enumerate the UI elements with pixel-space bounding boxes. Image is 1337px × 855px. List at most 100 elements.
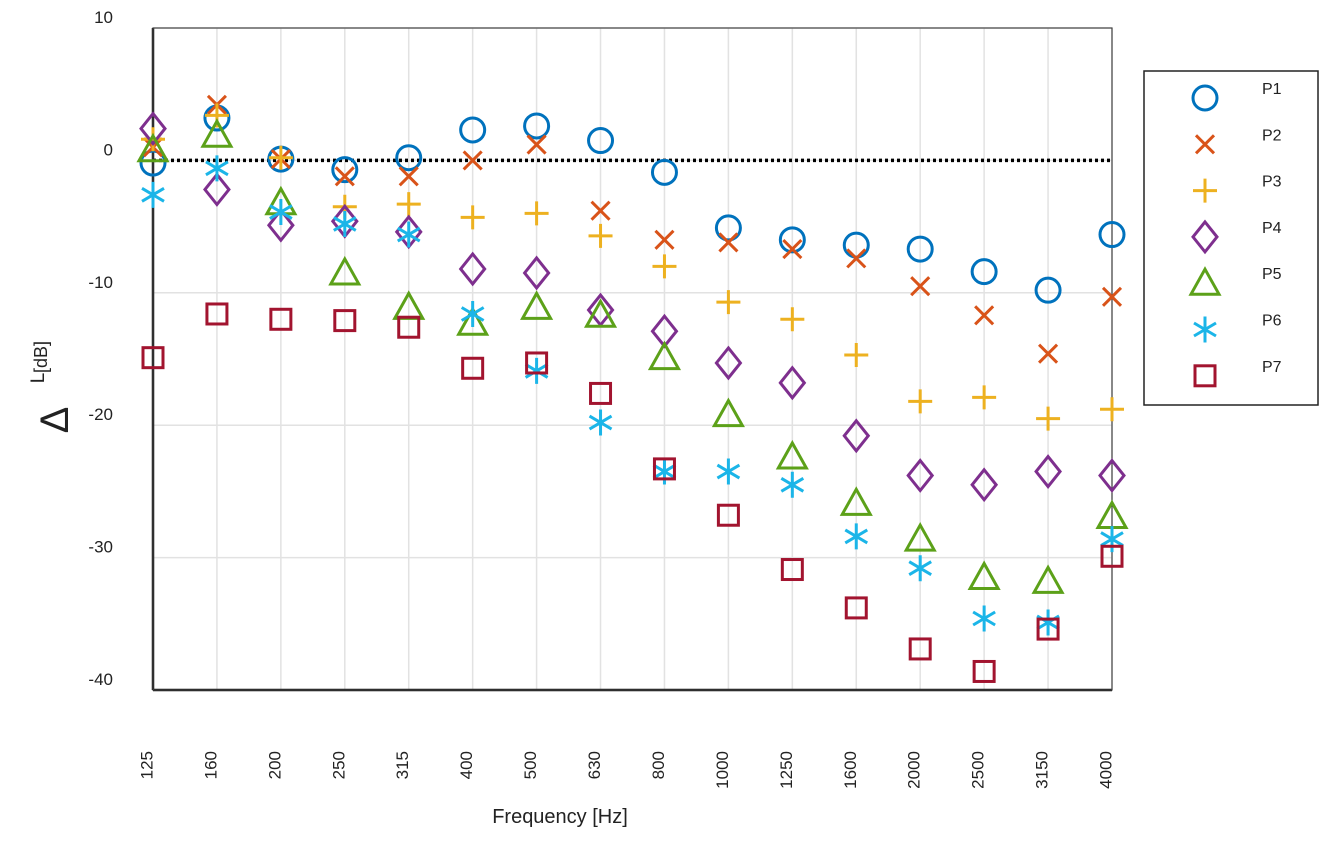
data-point [141,181,165,208]
y-axis-label: Δ L [dB] [28,341,77,433]
data-point [136,132,170,163]
x-tick-label: 1000 [713,751,732,789]
data-point [526,134,547,155]
data-point [910,276,931,297]
x-tick-label: 630 [585,751,604,779]
legend-box [1143,70,1319,406]
x-tick-labels: 125 160 200 250 315 400 500 630 800 1000 1250 1600 2… [137,751,1115,789]
data-point [587,127,615,155]
plot-frame [152,27,1113,691]
legend-label: P1 [1262,81,1282,98]
x-tick-label: 2000 [905,751,924,789]
data-point [906,458,935,493]
data-point [269,307,293,331]
y-tick-label: 0 [104,140,113,159]
data-point [333,210,357,237]
x-tick-label: 800 [649,751,668,779]
data-point [459,116,487,144]
x-axis-label: Frequency [Hz] [492,806,628,828]
data-point [1031,564,1065,594]
legend: P1 P2 P3 P4 P5 P6 P7 [1143,70,1319,406]
series-p6 [141,155,1124,636]
data-point [1036,617,1060,641]
x-tick-label: 3150 [1033,751,1052,789]
data-point [716,503,740,527]
data-point [1036,609,1060,636]
legend-label: P4 [1262,220,1282,237]
data-point [331,156,359,184]
y-tick-label: -20 [88,405,113,424]
data-point [782,239,803,260]
data-point [650,158,678,186]
series-p4 [139,111,1126,503]
y-axis-label-superscript: L [28,373,49,384]
x-tick-label: 160 [201,751,220,779]
data-point [1100,397,1124,422]
legend-label: P2 [1262,127,1282,144]
data-point [520,290,554,320]
data-point [583,298,618,328]
legend-label: P5 [1262,266,1282,283]
data-point [205,155,229,182]
data-point [908,555,932,582]
series-p5 [136,118,1129,594]
legend-marker [1188,266,1222,296]
data-point [1100,544,1124,568]
data-point [456,306,490,336]
data-point [141,127,165,152]
data-point [524,201,549,226]
x-tick-label: 1600 [841,751,860,789]
data-point [1034,276,1062,304]
legend-marker [1193,178,1217,203]
data-point [458,251,487,287]
data-point [714,214,742,242]
data-point [972,605,996,632]
data-point [590,200,611,221]
data-point [589,381,613,405]
y-tick-labels: 10 0 -10 -20 -30 -40 [88,8,113,689]
data-point [780,471,805,498]
x-tick-label: 315 [393,751,412,779]
data-point [396,221,421,248]
legend-marker [1191,84,1219,112]
data-point [844,343,869,368]
legend-label: P7 [1262,359,1282,376]
data-point [780,307,805,332]
series-p2 [142,94,1123,364]
data-point [395,144,423,172]
data-point [716,290,741,315]
x-tick-label: 125 [137,751,156,779]
data-point [141,346,165,370]
data-point [970,258,998,286]
data-point [652,457,676,481]
data-point [139,111,167,147]
data-point [588,409,613,436]
data-point [711,397,745,428]
data-point [908,389,933,414]
legend-marker [1193,364,1217,388]
data-point [716,458,741,485]
data-point [1038,343,1059,364]
data-point [974,305,995,326]
legend-marker [1193,316,1217,343]
data-point [522,255,551,291]
data-point [461,356,485,380]
data-point [1100,526,1124,553]
legend-label: P3 [1262,174,1282,191]
data-point [1034,454,1062,489]
data-point [396,192,421,217]
data-point [398,166,419,187]
data-point [780,558,804,582]
data-point [970,467,999,503]
data-point [718,232,739,253]
legend-marker [1191,219,1219,255]
data-point [460,300,485,327]
x-tick-label: 4000 [1096,751,1115,789]
data-point [1101,286,1123,307]
series-p7 [141,302,1124,683]
data-point [972,659,996,683]
y-tick-label: 10 [94,8,113,27]
data-point [908,637,932,661]
data-point [334,166,355,187]
